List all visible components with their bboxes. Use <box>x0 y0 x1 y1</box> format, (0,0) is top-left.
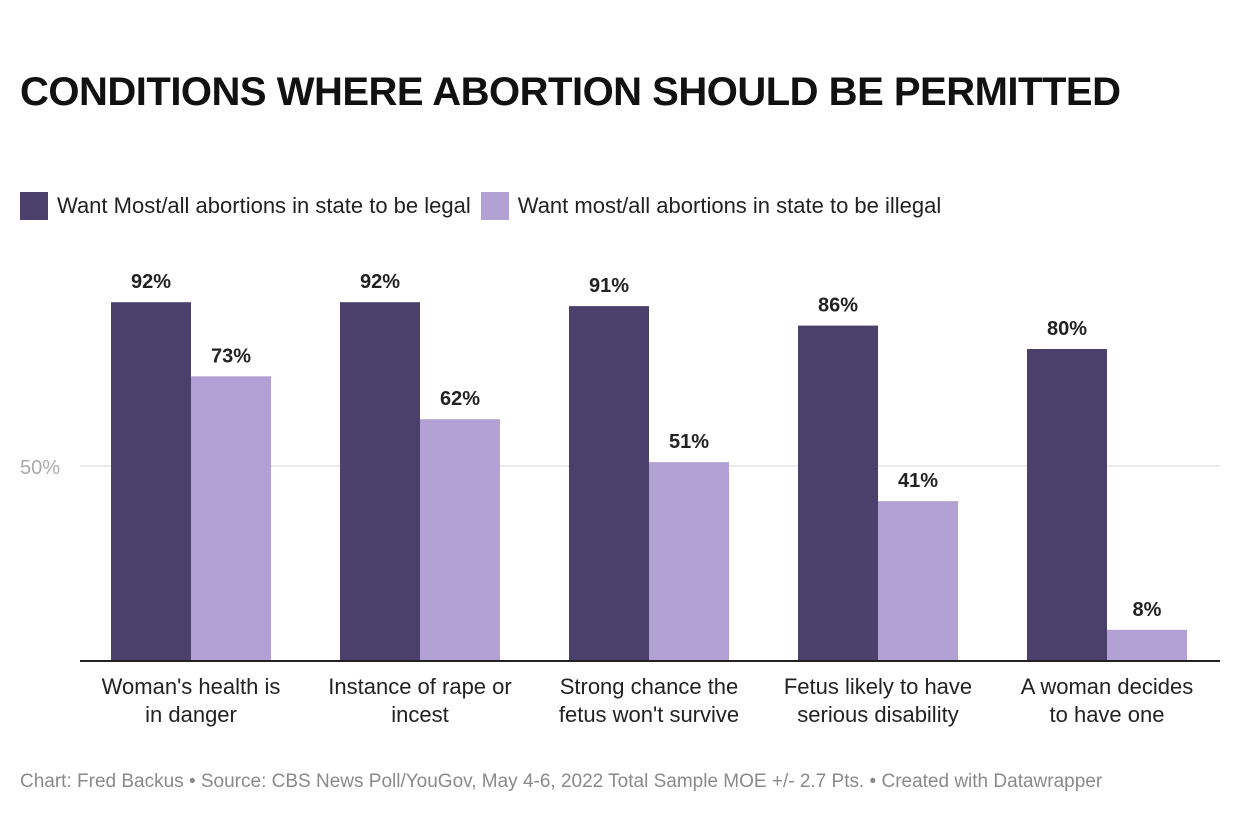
legend-item-illegal: Want most/all abortions in state to be i… <box>480 192 942 220</box>
legend-swatch-legal <box>20 192 48 220</box>
x-tick-label: Strong chance the <box>560 674 739 699</box>
x-tick-label: in danger <box>145 702 237 727</box>
data-label: 92% <box>360 271 400 293</box>
data-label: 92% <box>131 271 171 293</box>
y-tick-label: 50% <box>20 457 60 479</box>
x-tick-label: incest <box>391 702 448 727</box>
footer-credits: Chart: Fred Backus • Source: CBS News Po… <box>20 771 1103 792</box>
bar-legal <box>1027 349 1107 661</box>
legend-item-legal: Want Most/all abortions in state to be l… <box>20 192 471 220</box>
legend: Want Most/all abortions in state to be l… <box>20 192 951 220</box>
data-label: 73% <box>211 345 251 367</box>
bar-illegal <box>878 501 958 661</box>
data-label: 80% <box>1047 318 1087 340</box>
bar-illegal <box>1107 629 1187 661</box>
bar-illegal <box>649 462 729 661</box>
chart-title: CONDITIONS WHERE ABORTION SHOULD BE PERM… <box>20 70 1121 114</box>
data-label: 41% <box>898 470 938 492</box>
bar-legal <box>340 302 420 661</box>
x-tick-label: A woman decides <box>1021 674 1193 699</box>
data-label: 86% <box>818 295 858 317</box>
x-tick-label: Woman's health is <box>102 674 281 699</box>
x-tick-label: fetus won't survive <box>559 702 739 727</box>
legend-label-legal: Want Most/all abortions in state to be l… <box>57 193 471 218</box>
bar-illegal <box>191 376 271 661</box>
bar-illegal <box>420 419 500 661</box>
data-label: 91% <box>589 275 629 297</box>
x-tick-label: Instance of rape or <box>328 674 511 699</box>
x-tick-label: serious disability <box>797 702 958 727</box>
bar-legal <box>569 306 649 661</box>
legend-swatch-illegal <box>480 192 509 220</box>
x-tick-label: Fetus likely to have <box>784 674 972 699</box>
legend-label-illegal: Want most/all abortions in state to be i… <box>517 193 942 218</box>
data-label: 62% <box>440 388 480 410</box>
data-label: 51% <box>669 431 709 453</box>
bar-legal <box>111 302 191 661</box>
data-label: 8% <box>1133 599 1162 621</box>
x-tick-label: to have one <box>1050 702 1165 727</box>
bar-legal <box>798 325 878 661</box>
plot-area: 50% 92% 73% Woman's health is in danger 92% 62… <box>20 271 1220 727</box>
